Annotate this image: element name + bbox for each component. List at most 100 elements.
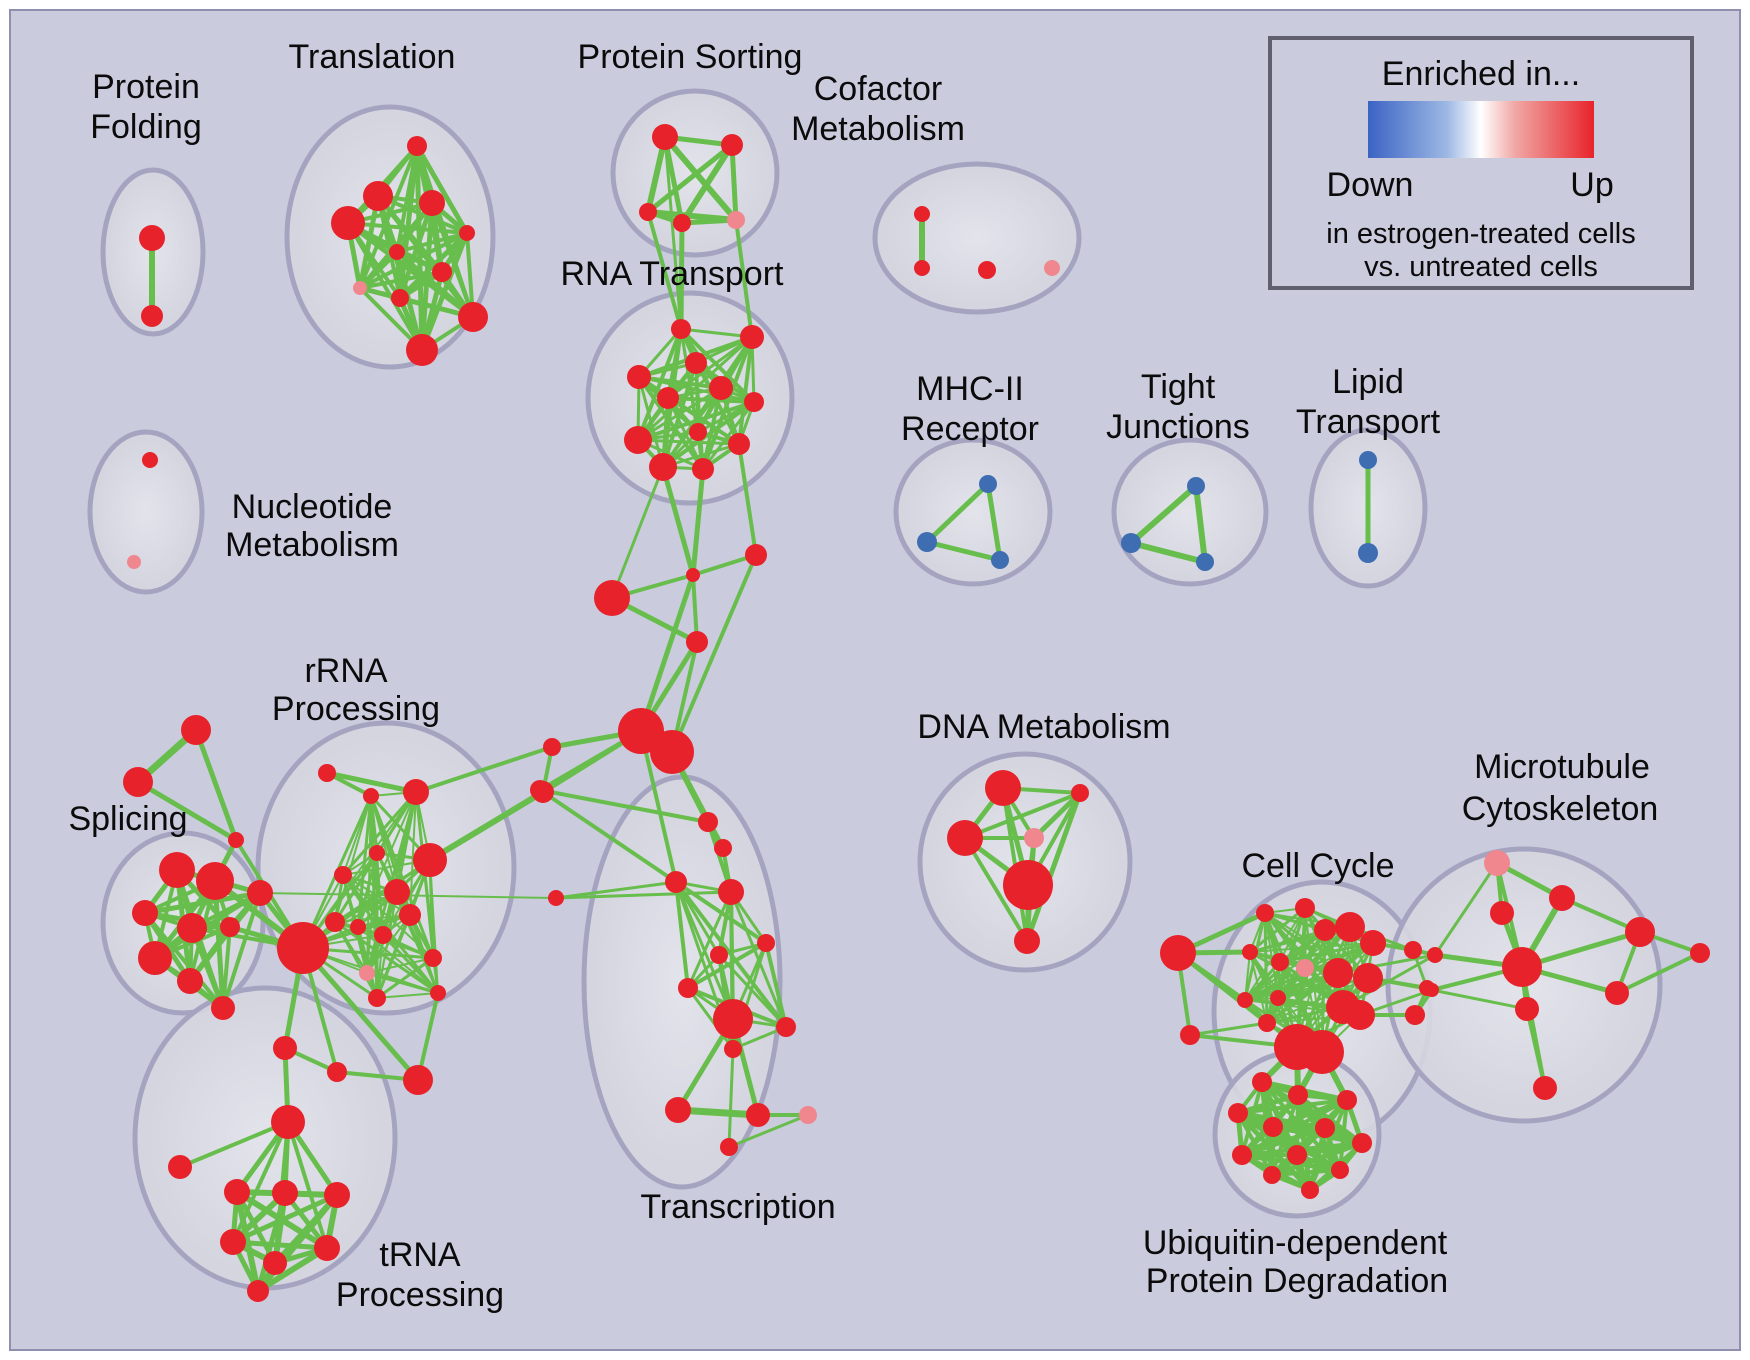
network-edge xyxy=(729,142,739,223)
network-edge xyxy=(357,249,400,291)
network-node-u5 xyxy=(1263,1117,1283,1137)
network-edge xyxy=(286,1120,329,1250)
network-node-mt9 xyxy=(1625,917,1655,947)
network-edge xyxy=(636,438,741,446)
network-edge xyxy=(691,553,758,577)
network-node-mt5 xyxy=(1427,947,1443,963)
network-edge xyxy=(1244,951,1251,1001)
network-node-lt2 xyxy=(1358,543,1378,563)
network-edge xyxy=(963,836,1029,943)
network-node-x4 xyxy=(714,839,732,857)
network-node-mt7 xyxy=(1605,981,1629,1005)
cluster-label-lipid-2: Transport xyxy=(1296,403,1441,441)
network-node-u7 xyxy=(1352,1133,1372,1153)
network-node-x9 xyxy=(678,978,698,998)
legend-caption-line2: vs. untreated cells xyxy=(1364,251,1598,283)
cluster-label-tight-2: Junctions xyxy=(1106,408,1250,446)
network-node-m1 xyxy=(979,475,997,493)
cluster-label-protein-folding-2: Folding xyxy=(90,108,202,146)
network-node-c1 xyxy=(543,738,561,756)
network-node-rt6 xyxy=(709,376,733,400)
network-node-k1 xyxy=(594,580,630,616)
network-edge xyxy=(357,926,439,994)
network-edge xyxy=(1276,976,1370,1000)
network-node-rt12 xyxy=(692,458,714,480)
network-edge xyxy=(1243,971,1340,1002)
network-node-r13 xyxy=(368,989,386,1007)
network-node-r10 xyxy=(350,919,366,935)
network-edge xyxy=(679,142,735,226)
network-edge xyxy=(358,270,444,290)
network-edge xyxy=(924,539,1003,563)
network-node-s7 xyxy=(177,968,203,994)
network-edge xyxy=(414,745,554,794)
network-node-mt10 xyxy=(1533,1076,1557,1100)
cluster-label-rrna-2: Processing xyxy=(272,690,440,728)
cluster-label-nucleotide-2: Metabolism xyxy=(225,526,399,564)
network-edge xyxy=(1520,965,1547,1090)
network-edge xyxy=(142,890,263,916)
network-edge xyxy=(414,143,470,236)
network-edge xyxy=(324,770,419,795)
network-node-s1 xyxy=(159,852,195,888)
network-node-t7 xyxy=(432,262,452,282)
network-node-n2 xyxy=(127,555,141,569)
network-edge xyxy=(358,144,419,290)
network-node-q9 xyxy=(247,1280,269,1302)
network-node-x11 xyxy=(776,1017,796,1037)
network-edge xyxy=(1433,861,1499,957)
cluster-label-protein-sorting: Protein Sorting xyxy=(578,38,803,76)
network-edge xyxy=(734,218,754,339)
cluster-label-dna-metabolism: DNA Metabolism xyxy=(917,708,1170,746)
cluster-label-transcription: Transcription xyxy=(640,1188,835,1226)
network-node-u8 xyxy=(1232,1145,1252,1165)
network-edge xyxy=(366,957,434,974)
cluster-label-lipid-1: Lipid xyxy=(1332,363,1404,401)
network-node-x15 xyxy=(799,1106,817,1124)
network-node-k2 xyxy=(686,568,700,582)
network-node-r11 xyxy=(374,926,392,944)
network-node-u12 xyxy=(1301,1181,1319,1199)
network-node-t9 xyxy=(391,289,409,307)
network-edge xyxy=(727,1113,810,1149)
network-node-g10 xyxy=(1353,963,1383,993)
network-node-q5 xyxy=(324,1182,350,1208)
network-node-cf2 xyxy=(914,260,930,276)
network-edge xyxy=(231,1120,290,1244)
network-node-s5 xyxy=(220,917,240,937)
network-node-q2 xyxy=(168,1155,192,1179)
network-edge xyxy=(333,920,440,995)
network-node-x13 xyxy=(665,1097,691,1123)
network-node-s8 xyxy=(211,996,235,1020)
cluster-label-rna-transport: RNA Transport xyxy=(561,255,785,293)
network-node-t3 xyxy=(419,190,445,216)
cluster-label-cofactor-1: Cofactor xyxy=(814,70,943,108)
network-edge xyxy=(636,400,756,442)
network-node-t1 xyxy=(407,136,427,156)
network-edge xyxy=(985,481,1003,563)
network-edge xyxy=(221,925,232,1010)
network-node-q12 xyxy=(403,1065,433,1095)
network-edge xyxy=(1336,953,1437,975)
network-node-g16 xyxy=(1180,1025,1200,1045)
network-edge xyxy=(679,217,739,226)
network-node-x2 xyxy=(530,780,550,800)
network-edge xyxy=(963,791,1082,840)
network-edge xyxy=(1024,790,1083,944)
cluster-label-mhc-1: MHC-II xyxy=(916,370,1024,408)
network-node-x14 xyxy=(746,1103,770,1127)
network-edge xyxy=(365,971,440,995)
network-node-g11 xyxy=(1237,992,1253,1008)
cluster-label-ubiquitin-2: Protein Degradation xyxy=(1146,1262,1448,1300)
network-edge xyxy=(660,464,696,578)
network-edge xyxy=(357,193,381,291)
network-node-g18 xyxy=(1300,1030,1344,1074)
network-node-x5 xyxy=(665,871,687,893)
network-edge xyxy=(1248,906,1307,954)
network-node-x16 xyxy=(720,1138,738,1156)
network-edge xyxy=(1193,483,1208,565)
network-node-q7 xyxy=(314,1235,340,1261)
network-edge xyxy=(1236,1098,1349,1115)
network-node-mt6 xyxy=(1425,983,1439,997)
